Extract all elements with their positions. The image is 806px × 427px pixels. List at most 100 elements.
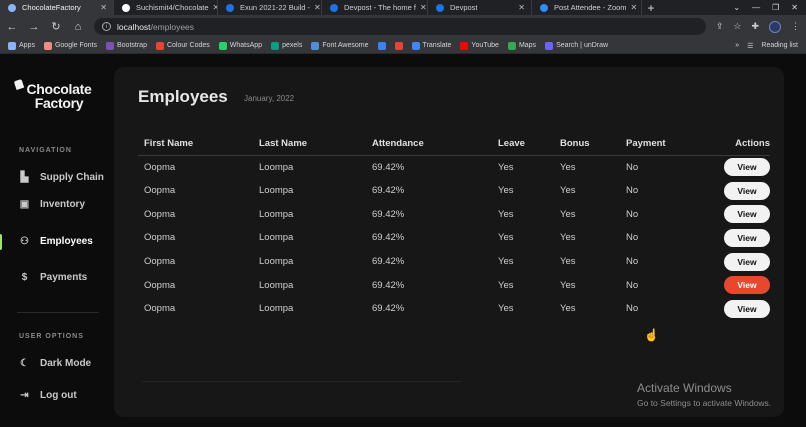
table-cell: Loompa — [259, 279, 294, 291]
sidebar-item-payments[interactable]: $ Payments — [19, 272, 88, 283]
view-button[interactable]: View — [724, 158, 770, 177]
table-cell: Yes — [560, 208, 576, 220]
bookmark-item[interactable]: Search | unDraw — [545, 41, 608, 50]
back-icon[interactable]: ← — [6, 20, 18, 33]
column-header: Actions — [710, 133, 770, 156]
view-button[interactable]: View — [724, 228, 770, 247]
close-icon[interactable]: ✕ — [419, 3, 427, 12]
close-icon[interactable]: ✕ — [100, 3, 107, 12]
reading-list[interactable]: » ☰ Reading list — [735, 42, 798, 50]
bookmark-icon — [545, 41, 554, 50]
reload-icon[interactable]: ↻ — [51, 21, 61, 33]
browser-tab[interactable]: Devpost ✕ — [428, 0, 532, 15]
column-header[interactable]: Bonus — [554, 133, 620, 156]
browser-tab[interactable]: ChocolateFactory ✕ — [0, 0, 114, 15]
close-icon[interactable]: ✕ — [630, 3, 638, 12]
column-header[interactable]: Attendance — [366, 133, 492, 156]
tab-search-icon[interactable]: ⌄ — [733, 3, 741, 12]
bookmark-icon — [106, 41, 114, 50]
table-cell: No — [626, 279, 639, 291]
info-icon[interactable]: i — [102, 22, 111, 31]
page-date: January, 2022 — [244, 94, 295, 103]
table-cell: Yes — [560, 303, 576, 315]
bookmark-item[interactable]: Apps — [8, 41, 35, 50]
sidebar-item-supply-chain[interactable]: ▙ Supply Chain — [20, 172, 104, 183]
more-bookmarks-icon[interactable]: » — [735, 42, 740, 49]
forward-icon[interactable]: → — [28, 20, 40, 33]
bookmark-icon — [377, 41, 386, 50]
sidebar-item-dark-mode[interactable]: ☾ Dark Mode — [20, 358, 92, 369]
page-title: Employees — [138, 87, 228, 106]
bookmark-item[interactable] — [394, 41, 403, 50]
sidebar-divider — [17, 312, 99, 313]
table-footer-divider — [142, 381, 462, 382]
browser-tab[interactable]: Devpost - The home f ✕ — [322, 0, 428, 15]
actions-cell: View — [710, 297, 770, 321]
address-bar[interactable]: i localhost/employees — [94, 18, 706, 35]
bookmark-item[interactable] — [377, 41, 386, 50]
activate-windows-watermark: Activate Windows Go to Settings to activ… — [637, 381, 772, 408]
table-cell: Yes — [560, 232, 576, 244]
view-button[interactable]: View — [724, 252, 770, 271]
browser-tab[interactable]: Suchismit4/Chocolate✕ — [114, 0, 218, 15]
close-window-icon[interactable]: ✕ — [791, 3, 798, 12]
table-cell: Yes — [498, 232, 514, 244]
view-button[interactable]: View — [724, 205, 770, 224]
browser-tab[interactable]: Post Attendee - Zoom ✕ — [532, 0, 642, 15]
table-cell: No — [626, 208, 639, 220]
bookmark-icon — [271, 41, 280, 50]
bookmark-item[interactable]: pexels — [271, 41, 302, 50]
table-cell: 69.42% — [372, 185, 405, 197]
bookmark-item[interactable]: Google Fonts — [43, 41, 97, 50]
logout-icon: ⇥ — [20, 390, 29, 401]
bookmark-icon — [155, 41, 164, 50]
bookmarks-bar: Apps Google Fonts Bootstrap Colour Codes Wha… — [0, 38, 806, 54]
box-icon: ▣ — [19, 199, 30, 210]
sidebar-item-employees[interactable]: ⚇ Employees — [20, 236, 93, 247]
table-cell: Yes — [560, 185, 576, 197]
sidebar-item-log-out[interactable]: ⇥ Log out — [20, 390, 77, 401]
bookmark-icon — [460, 41, 469, 50]
mouse-cursor-icon: ☝ — [644, 328, 659, 342]
view-button[interactable]: View — [724, 276, 770, 295]
browser-tab[interactable]: Exun 2021-22 Build - ✕ — [218, 0, 322, 15]
employees-table: First Name Last Name Attendance Leave Bo… — [138, 133, 770, 321]
home-icon[interactable]: ⌂ — [74, 20, 82, 33]
extensions-puzzle-icon[interactable]: ✚ — [751, 21, 759, 31]
view-button[interactable]: View — [724, 299, 770, 318]
menu-kebab-icon[interactable]: ⋮ — [791, 21, 800, 31]
new-tab-button[interactable]: + — [647, 0, 655, 15]
sidebar-item-inventory[interactable]: ▣ Inventory — [19, 199, 86, 210]
table-cell: No — [626, 303, 639, 315]
users-icon: ⚇ — [20, 236, 29, 247]
table-cell: Yes — [560, 279, 576, 291]
column-header[interactable]: Payment — [620, 133, 710, 156]
share-icon[interactable]: ⇪ — [715, 21, 724, 31]
devpost-icon — [226, 3, 234, 12]
view-button[interactable]: View — [724, 181, 770, 200]
navigation-section-label: NAVIGATION — [19, 147, 72, 154]
bookmark-item[interactable]: Colour Codes — [155, 41, 210, 50]
close-icon[interactable]: ✕ — [314, 3, 321, 12]
bookmark-item[interactable]: Translate — [411, 41, 451, 50]
column-header[interactable]: First Name — [138, 133, 253, 156]
bookmark-item[interactable]: WhatsApp — [218, 41, 262, 50]
bookmark-item[interactable]: YouTube — [460, 41, 499, 50]
actions-cell: View — [710, 202, 770, 226]
bookmark-item[interactable]: Maps — [507, 41, 536, 50]
bookmark-item[interactable]: Bootstrap — [106, 41, 147, 50]
column-header[interactable]: Last Name — [253, 133, 366, 156]
table-row: Oopma Loompa 69.42% Yes Yes No View — [138, 202, 770, 226]
table-cell: Loompa — [259, 208, 294, 220]
minimize-icon[interactable]: — — [752, 3, 761, 12]
profile-avatar[interactable] — [769, 20, 781, 33]
bookmark-star-icon[interactable]: ☆ — [733, 21, 742, 31]
table-cell: Oopma — [144, 279, 176, 291]
table-cell: Oopma — [144, 303, 176, 315]
app-logo[interactable]: Chocolate Factory — [26, 81, 92, 111]
bookmark-item[interactable]: Font Awesome — [311, 41, 369, 50]
close-icon[interactable]: ✕ — [518, 3, 525, 12]
restore-icon[interactable]: ❐ — [772, 3, 780, 12]
column-header[interactable]: Leave — [492, 133, 554, 156]
close-icon[interactable]: ✕ — [209, 3, 217, 12]
